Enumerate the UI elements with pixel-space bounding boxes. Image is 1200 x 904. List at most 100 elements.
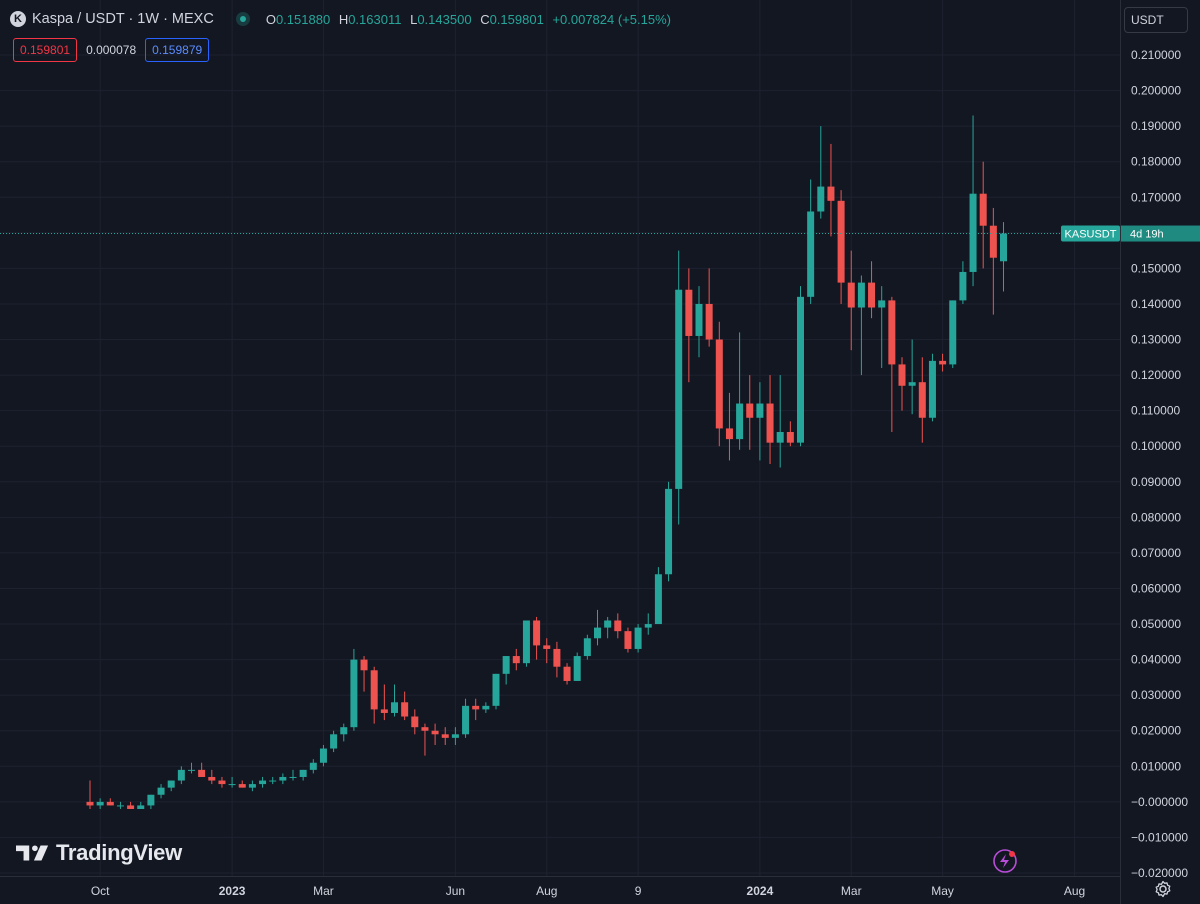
candle-body [685,289,693,336]
candle-body [492,673,500,706]
price-tick-label: 0.140000 [1131,297,1181,311]
price-tick-label: −0.020000 [1131,866,1188,880]
currency-selector[interactable]: USDT [1124,7,1188,33]
candle-body [319,748,327,763]
price-axis[interactable]: 0.210000 0.200000 0.190000 0.180000 0.170000… [1120,0,1189,904]
close-label: C [480,11,490,27]
price-tick-label: 0.180000 [1131,155,1181,169]
candle-body [431,730,439,735]
price-tick-label: 0.030000 [1131,688,1181,702]
countdown-tag-label: 4d 19h [1130,229,1164,241]
candle-body [614,620,622,632]
time-tick-label: Mar [841,884,862,898]
time-tick-label: 2024 [747,884,774,898]
candle-body [299,769,307,777]
candle-body [340,727,348,735]
candle-body [878,300,886,308]
price-tick-label: 0.010000 [1131,759,1181,773]
candle-body [421,727,429,731]
candle-body [502,656,510,674]
candle-body [411,716,419,728]
candle-body [512,656,520,664]
candle-body [533,620,541,646]
candle-body [462,705,470,735]
spread-value: 0.000078 [86,43,137,57]
price-tick-label: −0.010000 [1131,830,1188,844]
candle-body [127,805,135,809]
candle-body [309,762,317,770]
low-value: 0.143500 [417,11,472,27]
time-tick-label: 9 [635,884,642,898]
time-tick-label: Oct [91,884,110,898]
candle-body [908,382,916,386]
candle-body [583,638,591,657]
candle-body [695,303,703,336]
candle-body [543,645,551,649]
candle-body [604,620,612,628]
price-tick-label: 0.040000 [1131,653,1181,667]
price-tick-label: 0.080000 [1131,510,1181,524]
candle-body [959,271,967,301]
candle-body [482,705,490,710]
candle-body [868,282,876,308]
candle-body [624,631,632,649]
candle-body [705,303,713,340]
candle-body [248,784,256,788]
candle-body [654,574,662,625]
symbol-title[interactable]: Kaspa / USDT · 1W · MEXC [32,11,214,27]
price-tick-label: 0.070000 [1131,546,1181,560]
countdown-tag [1121,225,1200,242]
candle-body [756,403,764,418]
gear-icon[interactable] [1153,879,1173,899]
candle-body [725,428,733,440]
candle-body [857,282,865,308]
candle-body [380,709,388,713]
time-tick-label: May [931,884,954,898]
candle-body [786,431,794,443]
candle-body [594,627,601,639]
time-tick-label: Aug [536,884,557,898]
grid-lines [0,0,1120,876]
candle-body [451,734,459,738]
flash-icon[interactable] [992,848,1018,874]
candle-body [259,780,267,785]
tradingview-logo[interactable]: TradingView [16,840,182,866]
candle-body [391,702,398,713]
candle-body [137,805,145,809]
high-label: H [338,11,349,27]
price-tick-label: 0.190000 [1131,119,1181,133]
candle-body [279,776,287,781]
candle-body [157,787,165,795]
candle-body [218,780,226,785]
open-value: 0.151880 [275,11,331,27]
buy-price-button[interactable]: 0.159879 [145,38,210,62]
candle-body [96,801,104,806]
candle-body [847,282,855,308]
candle-body [939,360,947,365]
time-axis[interactable]: Oct 2023 Mar Jun Aug 9 2024 Mar May Aug [0,876,1120,899]
change-value: +0.007824 (+5.15%) [552,11,671,27]
sell-price-button[interactable]: 0.159801 [13,38,78,62]
candle-body [776,431,784,443]
symbol-tag-label: KASUSDT [1065,229,1117,241]
candle-body [797,296,804,443]
time-tick-label: Aug [1064,884,1085,898]
candle-body [979,193,987,226]
symbol-header: K Kaspa / USDT · 1W · MEXC O0.151880 H0.… [10,8,676,30]
candle-body [198,769,206,777]
candle-body [1000,233,1007,262]
price-tick-label: 0.210000 [1131,48,1181,62]
candle-body [949,300,957,365]
candle-body [634,627,642,649]
candle-body [553,648,561,667]
candle-body [665,488,673,575]
candle-body [807,211,815,297]
price-tick-label: 0.170000 [1131,190,1181,204]
candle-body [116,805,124,807]
candle-body [898,364,906,386]
close-value: 0.159801 [489,11,544,27]
candle-body [441,734,449,738]
candle-body [360,659,368,671]
candle-body [746,403,754,418]
